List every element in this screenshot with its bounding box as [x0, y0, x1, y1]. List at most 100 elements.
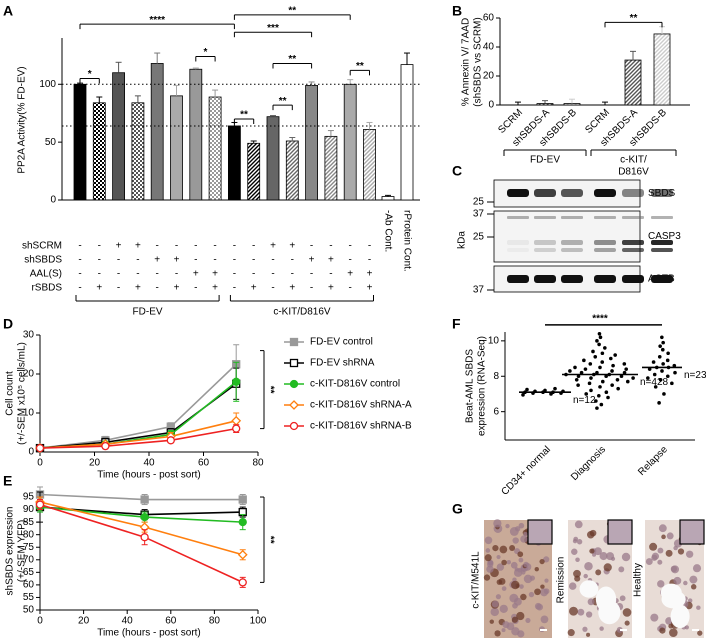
- cell: [619, 595, 626, 602]
- legend-label: c-KIT-D816V shRNA-A: [310, 400, 412, 411]
- marker-label: 37: [473, 209, 485, 220]
- point: [651, 360, 656, 364]
- cell: [510, 561, 518, 569]
- group-label: FD-EV: [530, 155, 560, 166]
- inset: [527, 519, 553, 545]
- significance-label: **: [356, 61, 364, 72]
- point: [622, 370, 627, 375]
- point: [140, 512, 149, 522]
- bar: [324, 135, 338, 201]
- treatment-sign: -: [252, 269, 255, 280]
- point: [598, 385, 602, 389]
- point: [595, 406, 599, 410]
- legend-label: FD-EV shRNA: [310, 358, 375, 369]
- cell: [586, 632, 591, 637]
- panel-label: C: [452, 163, 462, 179]
- significance-label: ***: [267, 23, 279, 34]
- point: [604, 390, 609, 394]
- cell: [511, 580, 520, 590]
- cell: [529, 575, 535, 581]
- treatment-sign: -: [156, 241, 159, 252]
- cell: [582, 626, 588, 632]
- cell: [486, 565, 494, 573]
- cell: [523, 531, 528, 537]
- y-tick-label: 40: [483, 42, 495, 53]
- cell: [483, 574, 491, 581]
- blot-band: [594, 275, 616, 283]
- cell: [494, 630, 501, 637]
- blot-band: [534, 216, 556, 219]
- treatment-sign: -: [213, 241, 216, 252]
- point: [600, 379, 605, 384]
- treatment-sign: +: [328, 255, 334, 266]
- cell: [517, 551, 524, 558]
- y-tick-label: 75: [23, 542, 35, 553]
- blot-band: [651, 189, 673, 197]
- y-tick-label: 0: [50, 195, 56, 206]
- inset: [607, 519, 633, 545]
- cell: [690, 584, 697, 590]
- fat-space: [661, 590, 686, 609]
- cell: [584, 561, 593, 571]
- point: [665, 358, 670, 363]
- blot-band: [651, 248, 673, 252]
- cell: [528, 591, 535, 598]
- cell: [501, 586, 507, 591]
- y-axis-label: (+/-SEM x10⁵ cells/mL): [17, 342, 28, 445]
- blot-band: [507, 216, 529, 219]
- point: [595, 339, 599, 343]
- y-tick-label: 0: [488, 100, 494, 111]
- point: [35, 443, 45, 453]
- cell: [513, 568, 523, 577]
- point: [606, 395, 610, 400]
- cell: [501, 559, 507, 566]
- cell: [518, 522, 525, 529]
- cell: [569, 606, 578, 616]
- point: [231, 415, 242, 426]
- cell: [536, 603, 544, 611]
- cell: [661, 534, 666, 540]
- treatment-sign: -: [194, 283, 197, 294]
- treatment-sign: -: [252, 241, 255, 252]
- cell: [506, 560, 512, 565]
- treatment-sign: -: [252, 255, 255, 266]
- cell: [575, 557, 580, 563]
- cell: [499, 604, 508, 614]
- cell: [665, 549, 673, 557]
- cell: [696, 605, 701, 610]
- treatment-sign: -: [117, 255, 120, 266]
- treatment-sign: -: [175, 241, 178, 252]
- inset: [679, 519, 705, 545]
- cell: [595, 569, 602, 576]
- cell: [498, 578, 506, 585]
- point: [238, 517, 247, 527]
- cell: [571, 548, 578, 556]
- legend-marker: [289, 337, 299, 347]
- treatment-sign: +: [135, 241, 141, 252]
- cell: [516, 611, 525, 621]
- point: [646, 376, 650, 380]
- cell: [599, 552, 608, 561]
- treatment-sign: -: [156, 269, 159, 280]
- treatment-sign: -: [291, 269, 294, 280]
- panel-label: B: [452, 3, 462, 19]
- y-tick-label: 0: [28, 447, 34, 458]
- treatment-sign: -: [291, 255, 294, 266]
- x-tick-label: CD34+ normal: [499, 444, 553, 498]
- point: [232, 424, 241, 433]
- point: [613, 353, 617, 357]
- point: [579, 370, 584, 375]
- treatment-sign: -: [175, 269, 178, 280]
- x-tick-label: 60: [165, 616, 177, 627]
- treatment-sign: -: [136, 269, 139, 280]
- cell: [509, 527, 519, 536]
- image-label: c-KIT/M541L: [471, 551, 482, 609]
- group-label: D816V: [618, 167, 649, 178]
- point: [521, 393, 525, 397]
- cell: [499, 545, 508, 554]
- treatment-sign: -: [329, 269, 332, 280]
- cell: [585, 611, 593, 618]
- legend-marker: [289, 400, 299, 410]
- blot-band: [594, 240, 616, 245]
